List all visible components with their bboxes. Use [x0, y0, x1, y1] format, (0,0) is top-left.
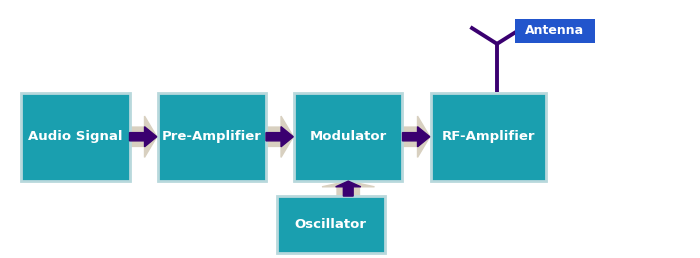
FancyArrow shape: [322, 181, 374, 196]
Text: RF-Amplifier: RF-Amplifier: [442, 130, 535, 143]
FancyArrow shape: [402, 127, 430, 147]
FancyArrow shape: [266, 127, 293, 147]
FancyBboxPatch shape: [430, 93, 546, 181]
FancyArrow shape: [402, 116, 430, 157]
FancyArrow shape: [130, 116, 157, 157]
Text: Pre-Amplifier: Pre-Amplifier: [162, 130, 262, 143]
FancyBboxPatch shape: [294, 93, 402, 181]
Text: Audio Signal: Audio Signal: [28, 130, 122, 143]
FancyBboxPatch shape: [276, 196, 385, 253]
FancyArrow shape: [266, 116, 293, 157]
Text: Oscillator: Oscillator: [295, 218, 367, 231]
FancyBboxPatch shape: [21, 93, 130, 181]
Text: Modulator: Modulator: [309, 130, 387, 143]
FancyArrow shape: [336, 181, 361, 196]
FancyBboxPatch shape: [514, 19, 595, 43]
FancyArrow shape: [130, 127, 157, 147]
Text: Antenna: Antenna: [525, 25, 584, 37]
FancyBboxPatch shape: [158, 93, 266, 181]
